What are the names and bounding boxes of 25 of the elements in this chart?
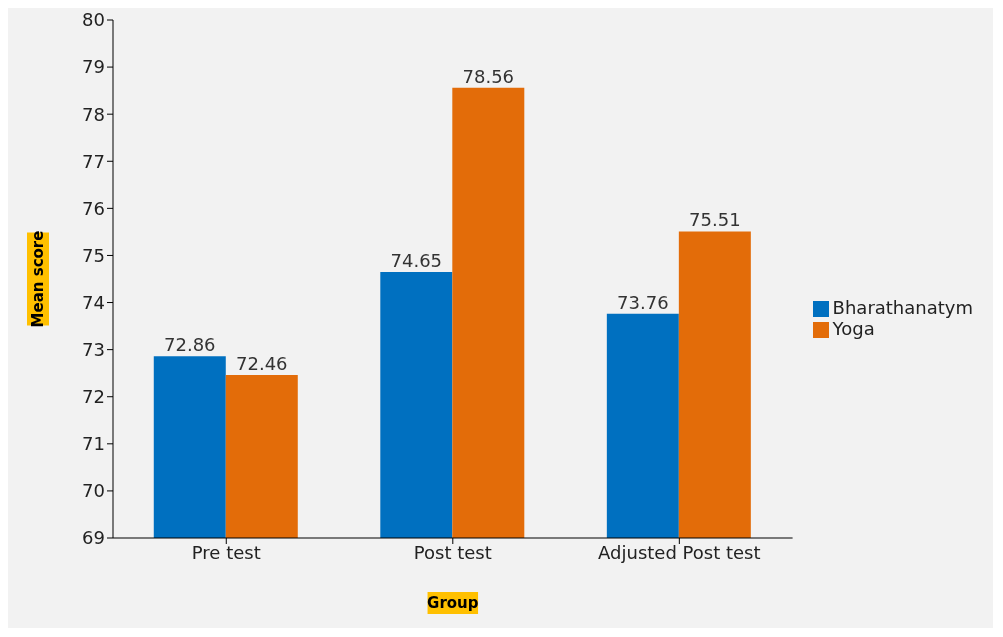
y-tick-label: 71 xyxy=(82,433,105,455)
x-tick-label: Post test xyxy=(413,541,492,563)
data-label: 74.65 xyxy=(390,249,443,271)
x-tick-label: Pre test xyxy=(191,541,261,563)
y-tick-label: 73 xyxy=(82,339,105,361)
legend-label: Yoga xyxy=(832,318,875,339)
data-label: 78.56 xyxy=(462,65,515,87)
data-label: 72.86 xyxy=(164,334,216,356)
y-tick-label: 74 xyxy=(82,291,105,313)
legend-label: Bharathanatym xyxy=(832,297,973,318)
y-tick-label: 80 xyxy=(82,9,105,31)
data-label: 75.51 xyxy=(689,209,741,231)
y-tick-label: 69 xyxy=(82,527,105,549)
data-label: 73.76 xyxy=(617,291,669,313)
y-tick-label: 77 xyxy=(82,150,105,172)
y-tick-label: 76 xyxy=(82,197,105,219)
y-tick-label: 75 xyxy=(82,244,105,266)
y-tick-label: 72 xyxy=(82,386,105,408)
data-label: 72.46 xyxy=(236,353,288,375)
y-tick-label: 79 xyxy=(82,56,105,78)
y-axis-title: Mean score xyxy=(29,230,47,328)
y-tick-label: 70 xyxy=(82,480,105,502)
y-tick-label: 78 xyxy=(82,103,105,125)
x-axis-title: Group xyxy=(427,594,479,612)
x-tick-label: Adjusted Post test xyxy=(598,541,761,563)
